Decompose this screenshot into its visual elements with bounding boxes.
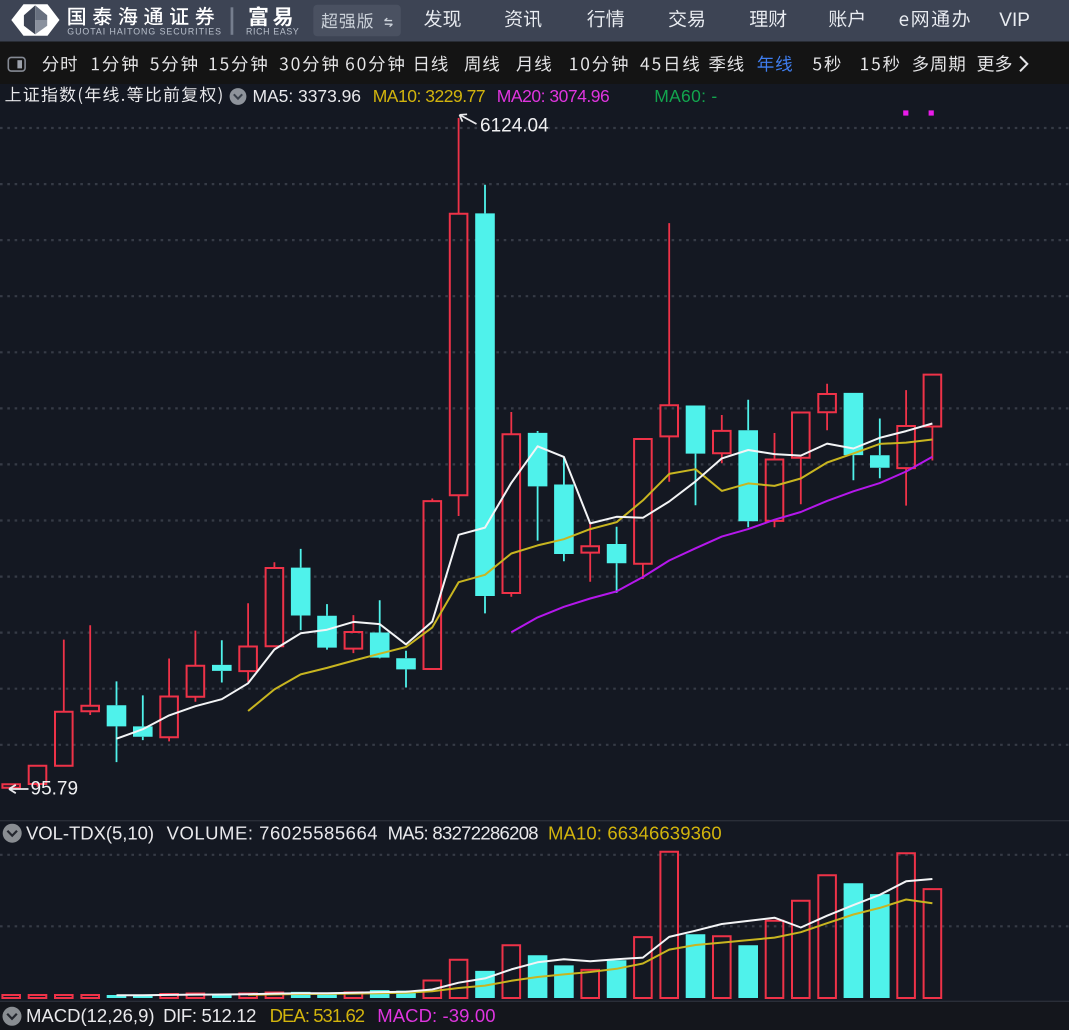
svg-text:RICH EASY: RICH EASY [246, 26, 299, 36]
svg-text:VOL-TDX(5,10): VOL-TDX(5,10) [26, 823, 154, 844]
svg-text:MA10: 3229.77: MA10: 3229.77 [373, 86, 485, 106]
svg-text:MACD: -39.00: MACD: -39.00 [377, 1005, 495, 1026]
svg-text:GUOTAI HAITONG SECURITIES: GUOTAI HAITONG SECURITIES [67, 27, 222, 37]
svg-text:VIP: VIP [999, 10, 1030, 31]
svg-text:DEA: 531.62: DEA: 531.62 [270, 1005, 365, 1026]
svg-text:MACD(12,26,9): MACD(12,26,9) [26, 1005, 155, 1026]
svg-text:MA5: 83272286208: MA5: 83272286208 [388, 823, 539, 844]
svg-text:VOLUME: 76025585664: VOLUME: 76025585664 [167, 823, 378, 844]
svg-text:MA20: 3074.96: MA20: 3074.96 [497, 86, 609, 106]
svg-text:DIF: 512.12: DIF: 512.12 [163, 1005, 256, 1026]
svg-text:MA5: 3373.96: MA5: 3373.96 [253, 86, 362, 106]
svg-text:MA60: -: MA60: - [654, 86, 717, 106]
svg-text:MA10: 66346639360: MA10: 66346639360 [548, 823, 722, 844]
svg-text:95.79: 95.79 [31, 779, 79, 800]
svg-text:6124.04: 6124.04 [480, 116, 549, 137]
